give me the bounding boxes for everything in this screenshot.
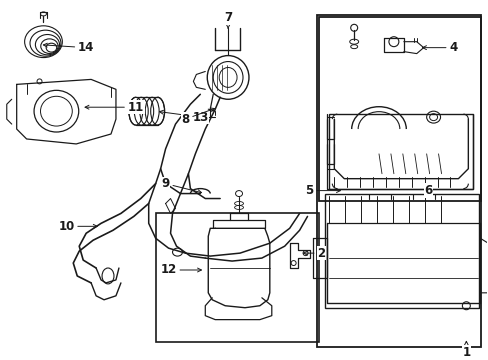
Text: 11: 11 (85, 101, 143, 114)
Text: 8: 8 (181, 108, 214, 126)
Bar (325, 194, 478, 308)
Text: 12: 12 (160, 264, 201, 276)
Text: 5: 5 (305, 184, 340, 197)
Text: 14: 14 (43, 41, 94, 54)
Text: 4: 4 (422, 41, 457, 54)
Text: 1: 1 (461, 341, 469, 359)
Text: 7: 7 (224, 12, 232, 28)
Text: 10: 10 (58, 220, 97, 233)
Bar (155, 213, 319, 342)
Text: 13: 13 (159, 110, 208, 123)
Text: 2: 2 (303, 247, 325, 260)
Text: 6: 6 (424, 184, 432, 197)
Text: 9: 9 (161, 177, 201, 194)
Bar (319, 17, 480, 201)
Text: 3: 3 (0, 359, 1, 360)
Bar (317, 15, 480, 347)
Bar (329, 114, 472, 189)
